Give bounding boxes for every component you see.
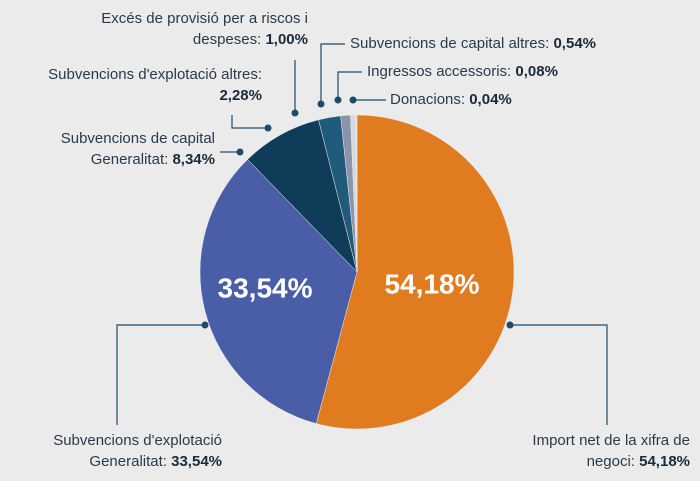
slice-label: 54,18% (385, 268, 480, 299)
leader-line (510, 324, 608, 425)
leader-line (337, 71, 362, 100)
value-label: 0,54% (553, 35, 597, 52)
leader-dot (291, 109, 299, 117)
leader-dot (506, 321, 514, 329)
leader-dot (317, 100, 325, 108)
category-label: Donacions: (390, 91, 466, 108)
leader-dot (264, 124, 272, 132)
category-label: Subvencions d'explotació altres: (48, 66, 262, 83)
slice-annotation: Subvencions de capital Generalitat: 8,34… (0, 128, 215, 170)
category-label: Ingressos accessoris: (367, 63, 512, 80)
leader-line (116, 324, 205, 425)
value-label: 2,28% (219, 87, 262, 104)
leader-dot (236, 148, 244, 156)
category-label: Excés de provisió per a riscos i despese… (101, 10, 308, 48)
slice-label: 33,54% (218, 272, 313, 303)
category-label: Subvencions d'explotació Generalitat: (53, 432, 222, 470)
value-label: 0,04% (469, 91, 512, 108)
category-label: Subvencions de capital Generalitat: (60, 130, 215, 168)
slice-annotation: Subvencions de capital altres: 0,54% (350, 33, 690, 54)
leader-dot (201, 321, 209, 329)
leader-dot (349, 96, 357, 104)
slice-annotation: Subvencions d'explotació Generalitat: 33… (0, 430, 222, 472)
category-label: Import net de la xifra de negoci: (532, 432, 690, 470)
value-label: 1,00% (265, 31, 308, 48)
leader-dot (334, 96, 342, 104)
pie-slice (199, 159, 358, 424)
category-label: Subvencions de capital altres: (350, 35, 550, 52)
value-label: 54,18% (639, 453, 690, 470)
slice-annotation: Import net de la xifra de negoci: 54,18% (480, 430, 690, 472)
value-label: 8,34% (172, 151, 215, 168)
pie-slice (315, 114, 515, 430)
slice-annotation: Excés de provisió per a riscos i despese… (50, 8, 308, 50)
leader-line (231, 115, 268, 129)
slice-annotation: Ingressos accessoris: 0,08% (367, 61, 687, 82)
leader-line (320, 43, 345, 104)
value-label: 0,08% (515, 63, 558, 80)
value-label: 33,54% (171, 453, 222, 470)
slice-annotation: Subvencions d'explotació altres: 2,28% (20, 64, 262, 106)
slice-annotation: Donacions: 0,04% (390, 89, 690, 110)
